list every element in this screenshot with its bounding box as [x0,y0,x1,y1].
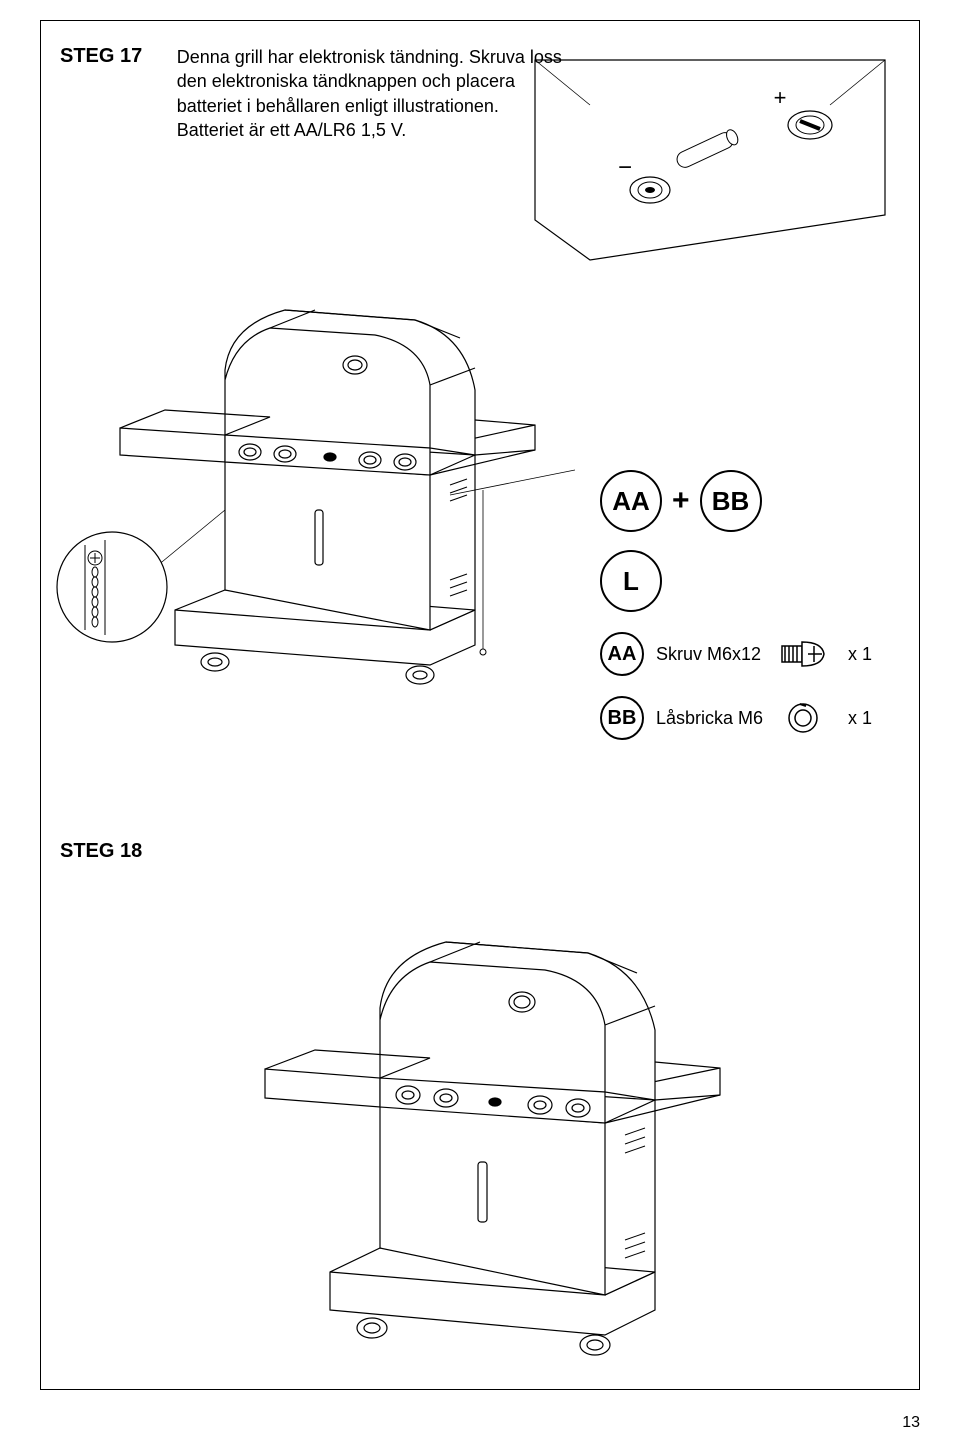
svg-text:+: + [774,85,787,110]
part-row-aa: AA Skruv M6x12 x 1 [600,632,900,676]
bubble-row-top: AA + BB [600,470,900,532]
plus-sign: + [672,484,690,518]
step-18-block: STEG 18 [60,840,142,863]
battery-detail-illustration: + − [530,55,890,265]
page-number: 13 [902,1414,920,1432]
parts-callout: AA + BB L AA Skruv M6x12 x 1 BB Låsbrick… [600,470,900,740]
part-row-bb: BB Låsbricka M6 x 1 [600,696,900,740]
bubble-aa: AA [600,470,662,532]
bubble-bb: BB [700,470,762,532]
svg-text:−: − [618,154,632,181]
part-aa-qty: x 1 [848,644,872,665]
part-aa-name: Skruv M6x12 [656,644,766,665]
step-17-line3: batteriet i behållaren enligt illustrati… [177,96,499,116]
bubble-row-l: L [600,550,900,612]
bubble-bb-small: BB [600,696,644,740]
part-bb-name: Låsbricka M6 [656,708,766,729]
step-17-line2: den elektroniska tändknappen och placera [177,71,515,91]
step-17-line4: Batteriet är ett AA/LR6 1,5 V. [177,120,406,140]
step-18-label: STEG 18 [60,840,142,863]
step-17-line1: Denna grill har elektronisk tändning. Sk… [177,47,562,67]
part-bb-qty: x 1 [848,708,872,729]
bubble-aa-small: AA [600,632,644,676]
screw-icon [778,636,828,672]
step-17-label: STEG 17 [60,45,142,68]
lock-washer-icon [778,700,828,736]
chain-detail-illustration [55,530,170,645]
bubble-l: L [600,550,662,612]
grill-illustration-step18 [200,880,760,1360]
